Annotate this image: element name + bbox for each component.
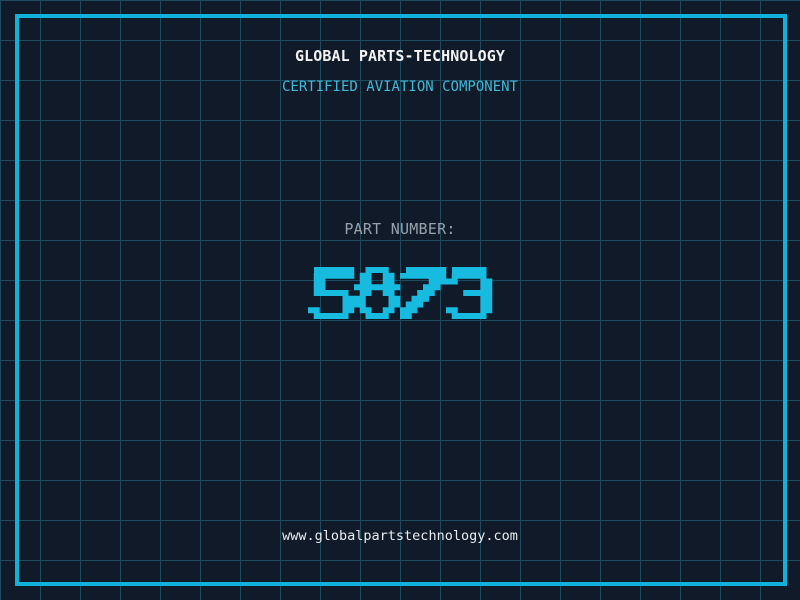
part-number-label: PART NUMBER: bbox=[344, 220, 456, 238]
border-frame bbox=[15, 14, 787, 586]
website-url: www.globalpartstechnology.com bbox=[282, 528, 518, 544]
part-digit-8 bbox=[354, 267, 400, 325]
part-digit-7 bbox=[400, 267, 446, 325]
company-title: GLOBAL PARTS-TECHNOLOGY bbox=[294, 47, 505, 65]
part-digit-5 bbox=[308, 267, 354, 325]
certification-subtitle: CERTIFIED AVIATION COMPONENT bbox=[281, 79, 518, 95]
part-digit-3 bbox=[446, 267, 492, 325]
part-number-display bbox=[0, 267, 800, 325]
